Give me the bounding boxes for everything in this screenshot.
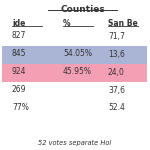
Text: 71,7: 71,7: [108, 32, 125, 40]
Text: 827: 827: [12, 32, 26, 40]
Text: 24,0: 24,0: [108, 68, 125, 76]
Text: 45.95%: 45.95%: [63, 68, 92, 76]
Text: 37,6: 37,6: [108, 85, 125, 94]
FancyBboxPatch shape: [2, 64, 147, 82]
Text: 77%: 77%: [12, 103, 29, 112]
Text: 845: 845: [12, 50, 27, 58]
Text: 52.4: 52.4: [108, 103, 125, 112]
FancyBboxPatch shape: [2, 46, 147, 64]
Text: Counties: Counties: [60, 4, 105, 14]
Text: ide: ide: [12, 19, 25, 28]
Text: 924: 924: [12, 68, 27, 76]
Text: %: %: [63, 19, 71, 28]
Text: 54.05%: 54.05%: [63, 50, 92, 58]
Text: 13,6: 13,6: [108, 50, 125, 58]
Text: San Be: San Be: [108, 19, 138, 28]
Text: 52 votes separate Hol: 52 votes separate Hol: [38, 140, 112, 146]
Text: 269: 269: [12, 85, 27, 94]
